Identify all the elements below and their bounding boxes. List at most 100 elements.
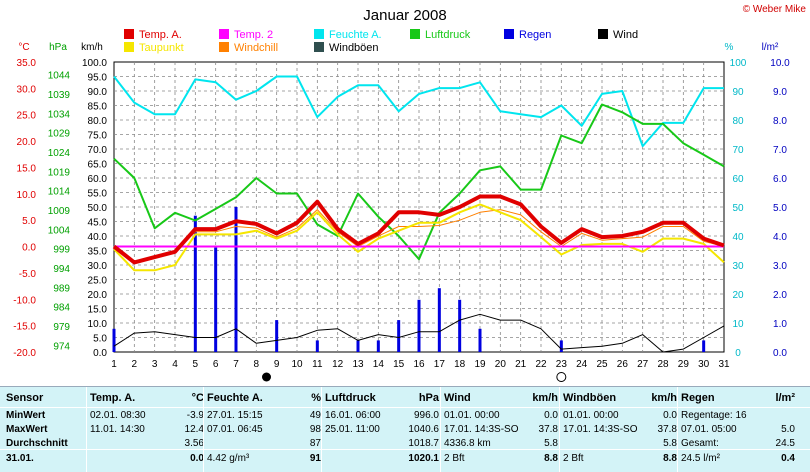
stats-unit: % [311, 392, 321, 404]
hum-tick: 80 [732, 116, 744, 127]
legend-swatch [314, 42, 324, 52]
stats-cell-value: 1020.1 [408, 453, 439, 464]
rain-bar [356, 340, 360, 352]
temp-tick: 20.0 [17, 137, 37, 148]
press-tick: 1039 [48, 90, 71, 101]
rain-tick: 8.0 [773, 116, 787, 127]
stats-cell-label: 07.01. 05:00 [681, 424, 737, 435]
stats-header: Luftdruck [325, 392, 376, 404]
stats-cell-label: 02.01. 08:30 [90, 410, 146, 421]
stats-cell-value: 5.8 [544, 438, 558, 449]
x-tick: 13 [352, 359, 364, 370]
rain-bar [559, 340, 563, 352]
stats-header-sensor: Sensor [6, 392, 44, 404]
temp-tick: 25.0 [17, 111, 37, 122]
legend-swatch [410, 29, 420, 39]
stats-cell-value: 3.56 [184, 438, 204, 449]
rain-tick: 7.0 [773, 145, 787, 156]
stats-cell-value: 8.8 [544, 453, 558, 464]
hum-tick: 0 [735, 348, 741, 359]
stats-cell-value: 0.0 [190, 453, 204, 464]
temp-unit: °C [18, 42, 29, 53]
legend-swatch [504, 29, 514, 39]
temp-tick: -15.0 [13, 322, 36, 333]
press-tick: 974 [53, 341, 70, 352]
temp-tick: 0.0 [22, 243, 36, 254]
stats-cell-label: 4.42 g/m³ [207, 453, 250, 464]
x-tick: 27 [637, 359, 649, 370]
press-tick: 979 [53, 322, 70, 333]
wind-tick: 35.0 [88, 247, 108, 258]
x-tick: 22 [535, 359, 547, 370]
hum-tick: 70 [732, 145, 744, 156]
wind-tick: 0.0 [93, 348, 107, 359]
stats-header: Windböen [563, 392, 617, 404]
stats-unit: l/m² [775, 392, 795, 404]
legend-swatch [124, 29, 134, 39]
special-marks [262, 372, 567, 382]
stats-cell-label: 11.01. 14:30 [90, 424, 145, 435]
legend-label: Temp. A. [139, 29, 182, 41]
stats-cell-label: 2 Bft [563, 453, 584, 464]
rain-tick: 0.0 [773, 348, 787, 359]
stats-cell-label: 01.01. 00:00 [563, 410, 619, 421]
hum-tick: 60 [732, 174, 744, 185]
wind-tick: 25.0 [88, 276, 108, 287]
stats-unit: km/h [651, 392, 677, 404]
rain-bar [458, 299, 462, 352]
temp-tick: 5.0 [22, 216, 36, 227]
stats-cell-label: Regentage: 16 [681, 410, 747, 421]
stats-cell-label: 24.5 l/m² [681, 453, 720, 464]
legend-swatch [219, 29, 229, 39]
hum-tick: 90 [732, 87, 744, 98]
x-tick: 12 [332, 359, 344, 370]
press-tick: 1044 [48, 71, 71, 82]
rain-bar [397, 320, 401, 352]
stats-cell-label: 07.01. 06:45 [207, 424, 263, 435]
stats-cell-value: 37.8 [657, 424, 677, 435]
column-separator [677, 387, 678, 472]
press-tick: 1034 [48, 109, 71, 120]
temp-tick: -20.0 [13, 348, 36, 359]
axis-ticks: 35.030.025.020.015.010.05.00.0-5.0-10.0-… [13, 58, 790, 370]
stats-unit: km/h [532, 392, 558, 404]
legend-swatch [598, 29, 608, 39]
x-tick: 20 [495, 359, 507, 370]
stats-cell-value: 0.0 [663, 410, 677, 421]
rain-bar [417, 299, 421, 352]
rain-tick: 6.0 [773, 174, 787, 185]
wind-tick: 30.0 [88, 261, 108, 272]
stats-cell-label: 4336.8 km [444, 438, 491, 449]
rain-unit: l/m² [762, 42, 779, 53]
stats-cell-label: 01.01. 00:00 [444, 410, 500, 421]
stats-cell-label: 27.01. 15:15 [207, 410, 263, 421]
stats-cell-value: 49 [309, 410, 321, 421]
rain-bar [478, 328, 482, 352]
column-separator [203, 387, 204, 472]
x-tick: 24 [576, 359, 588, 370]
hum-tick: 20 [732, 290, 744, 301]
wind-tick: 15.0 [88, 305, 108, 316]
series-line [113, 75, 724, 148]
rain-bar [275, 320, 279, 352]
weather-chart: Januar 2008 © Weber Mike Temp. A. Temp. 2… [13, 4, 806, 382]
legend-label: Regen [519, 29, 551, 41]
stats-cell-value: 0.4 [781, 453, 795, 464]
x-tick: 18 [454, 359, 466, 370]
legend-label: Feuchte A. [329, 29, 382, 41]
wind-tick: 45.0 [88, 218, 108, 229]
column-separator [440, 387, 441, 472]
hum-tick: 50 [732, 203, 744, 214]
wind-tick: 95.0 [88, 73, 108, 84]
row-separator [0, 449, 810, 450]
rain-bar [702, 340, 706, 352]
row-separator [0, 407, 810, 408]
rain-tick: 9.0 [773, 87, 787, 98]
x-tick: 28 [657, 359, 669, 370]
stats-cell-value: 87 [309, 438, 321, 449]
legend-label: Windchill [234, 42, 278, 54]
press-tick: 984 [53, 303, 70, 314]
chart-title: Januar 2008 [363, 7, 446, 24]
column-separator [86, 387, 87, 472]
stats-cell-label: 17.01. 14:3S-SO [444, 424, 519, 435]
